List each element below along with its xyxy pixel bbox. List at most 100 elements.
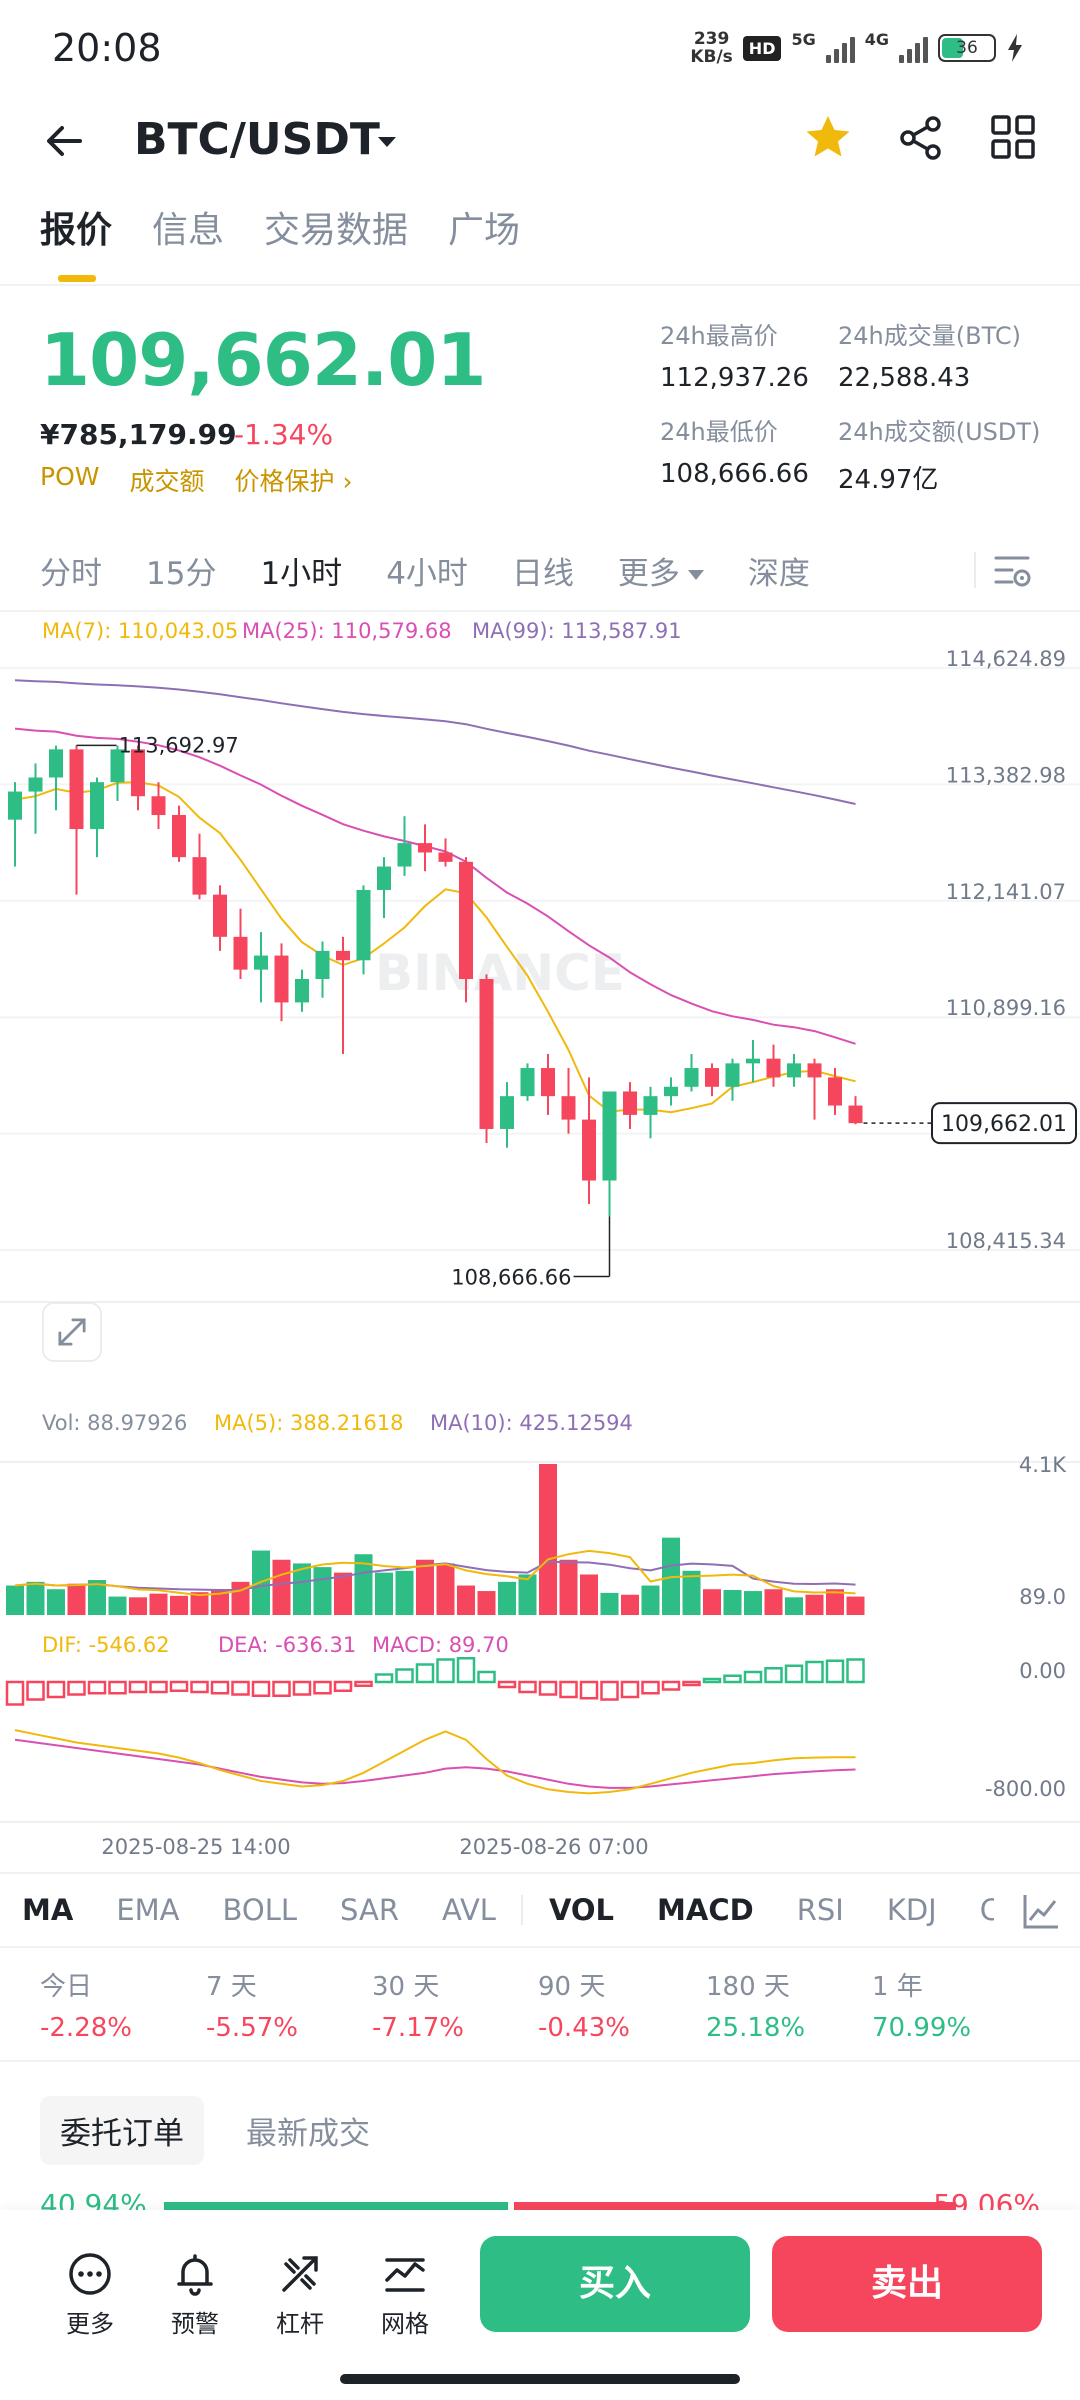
- interval-depth[interactable]: 深度: [747, 555, 810, 592]
- indicator-ema[interactable]: EMA: [116, 1893, 180, 1927]
- macd-histogram-bar: [5, 1680, 25, 1706]
- ma99-line: [14, 679, 856, 805]
- volume-bar: [375, 1572, 393, 1615]
- tab-order-book[interactable]: 委托订单: [40, 2096, 204, 2165]
- volume-bar: [723, 1589, 742, 1615]
- tag-pow[interactable]: POW: [40, 462, 100, 491]
- divider: [520, 1895, 523, 1925]
- tag-turnover[interactable]: 成交额: [129, 467, 205, 496]
- price-axis-label: 110,899.16: [946, 996, 1066, 1020]
- indicator-kdj[interactable]: KDJ: [886, 1893, 937, 1927]
- macd-histogram-bar: [190, 1680, 209, 1694]
- sell-button[interactable]: 卖出: [772, 2236, 1042, 2332]
- page-tabs: 报价 信息 交易数据 广场: [40, 200, 520, 284]
- volume-bar: [621, 1594, 639, 1615]
- volume-bar: [580, 1574, 598, 1615]
- macd-histogram-bar: [743, 1670, 763, 1684]
- candle-body: [315, 950, 330, 980]
- macd-histogram-bar: [723, 1674, 742, 1684]
- tab-trading-data[interactable]: 交易数据: [264, 210, 409, 251]
- leverage-icon: [282, 2256, 318, 2292]
- expand-icon[interactable]: [42, 1302, 102, 1362]
- candle-body: [8, 791, 22, 820]
- candle-body: [828, 1077, 842, 1106]
- volume-bar: [744, 1591, 762, 1615]
- network-speed: 239 KB/s: [690, 29, 733, 67]
- tab-recent-trades[interactable]: 最新成交: [246, 2116, 370, 2152]
- chart-settings-icon[interactable]: [990, 548, 1034, 592]
- macd-label-2: MACD: 89.70: [372, 1633, 509, 1657]
- indicator-settings-icon[interactable]: [1020, 1890, 1062, 1932]
- last-price-tag: 109,662.01: [941, 1112, 1067, 1137]
- volume-bar: [395, 1570, 414, 1615]
- perf-90d: 90 天 -0.43%: [538, 1972, 630, 2043]
- interval-15m[interactable]: 15分: [146, 555, 217, 592]
- macd-histogram-bar: [436, 1658, 455, 1684]
- chevron-down-icon[interactable]: [372, 126, 402, 156]
- indicator-avl[interactable]: AVL: [441, 1893, 496, 1927]
- nav-more[interactable]: 更多: [50, 2250, 130, 2339]
- interval-more[interactable]: 更多: [618, 548, 704, 593]
- macd-histogram-bar: [497, 1680, 517, 1689]
- volume-bar: [190, 1592, 209, 1615]
- stat-low: 24h最低价 108,666.66: [660, 418, 809, 489]
- indicator-rsi[interactable]: RSI: [796, 1893, 844, 1927]
- candle-body: [274, 955, 289, 1003]
- macd-histogram-bar: [169, 1680, 189, 1692]
- status-time: 20:08: [52, 26, 162, 70]
- price-axis: 114,624.89 113,382.98 112,141.07 110,899.16…: [946, 647, 1066, 1253]
- nav-alert[interactable]: 预警: [155, 2250, 235, 2339]
- volume-bar: [170, 1595, 188, 1615]
- divider: [0, 610, 1080, 612]
- sell-ratio-bar: [514, 2202, 956, 2210]
- nav-margin[interactable]: 杠杆: [260, 2250, 340, 2339]
- macd-histogram-bar: [67, 1680, 86, 1696]
- pair-title[interactable]: BTC/USDT: [134, 114, 380, 165]
- bell-icon: [177, 2254, 213, 2296]
- share-icon[interactable]: [895, 112, 947, 164]
- favorite-star-icon[interactable]: [800, 110, 856, 166]
- interval-time-share[interactable]: 分时: [40, 555, 102, 592]
- volume-bar: [764, 1589, 783, 1615]
- macd-histogram-bar: [313, 1680, 332, 1695]
- nav-grid[interactable]: 网格: [365, 2250, 445, 2339]
- tab-quote[interactable]: 报价: [40, 200, 112, 284]
- bottom-action-bar: 更多 预警 杠杆 网格 买入 卖出: [0, 2210, 1080, 2400]
- buy-ratio-bar: [164, 2202, 508, 2210]
- indicator-macd[interactable]: MACD: [657, 1893, 754, 1927]
- tab-info[interactable]: 信息: [152, 210, 225, 251]
- candle-body: [151, 796, 166, 815]
- price-axis-label: 114,624.89: [946, 647, 1066, 671]
- interval-1h[interactable]: 1小时: [260, 555, 343, 592]
- interval-1d[interactable]: 日线: [511, 555, 574, 592]
- volume-bar: [88, 1580, 106, 1615]
- macd-histogram-bar: [128, 1680, 148, 1694]
- price-change-percent: -1.34%: [234, 418, 334, 451]
- macd-histogram-bar: [292, 1680, 312, 1696]
- candle-body: [787, 1063, 801, 1078]
- indicator-vol[interactable]: VOL: [548, 1893, 615, 1927]
- last-price-tag-box: [931, 1102, 1077, 1145]
- candle-body: [479, 979, 494, 1129]
- ma-label-1: MA(25): 110,579.68: [242, 619, 452, 643]
- macd-histogram-bar: [620, 1680, 640, 1699]
- stat-high: 24h最高价 112,937.26: [660, 322, 809, 393]
- volume-bar: [108, 1596, 127, 1615]
- candle-body: [582, 1119, 596, 1181]
- indicator-ma[interactable]: MA: [22, 1893, 74, 1927]
- interval-4h[interactable]: 4小时: [386, 555, 468, 592]
- indicator-sar[interactable]: SAR: [340, 1893, 399, 1927]
- volume-bar: [211, 1589, 229, 1615]
- macd-label-1: DEA: -636.31: [218, 1633, 356, 1657]
- back-arrow-icon[interactable]: [40, 116, 90, 166]
- indicator-boll[interactable]: BOLL: [222, 1893, 298, 1927]
- kline-chart[interactable]: BINANCE MA(7): 110,043.05 MA(25): 110,579…: [0, 612, 1080, 1868]
- buy-button[interactable]: 买入: [480, 2236, 750, 2332]
- grid-menu-icon[interactable]: [988, 112, 1038, 162]
- tag-price-protection[interactable]: 价格保护 ›: [234, 467, 353, 496]
- signal-icon: [825, 33, 855, 63]
- tab-square[interactable]: 广场: [448, 210, 521, 251]
- signal-icon: [899, 33, 928, 63]
- candle-body: [336, 950, 350, 961]
- stat-volume-usdt: 24h成交额(USDT) 24.97亿: [838, 418, 1041, 495]
